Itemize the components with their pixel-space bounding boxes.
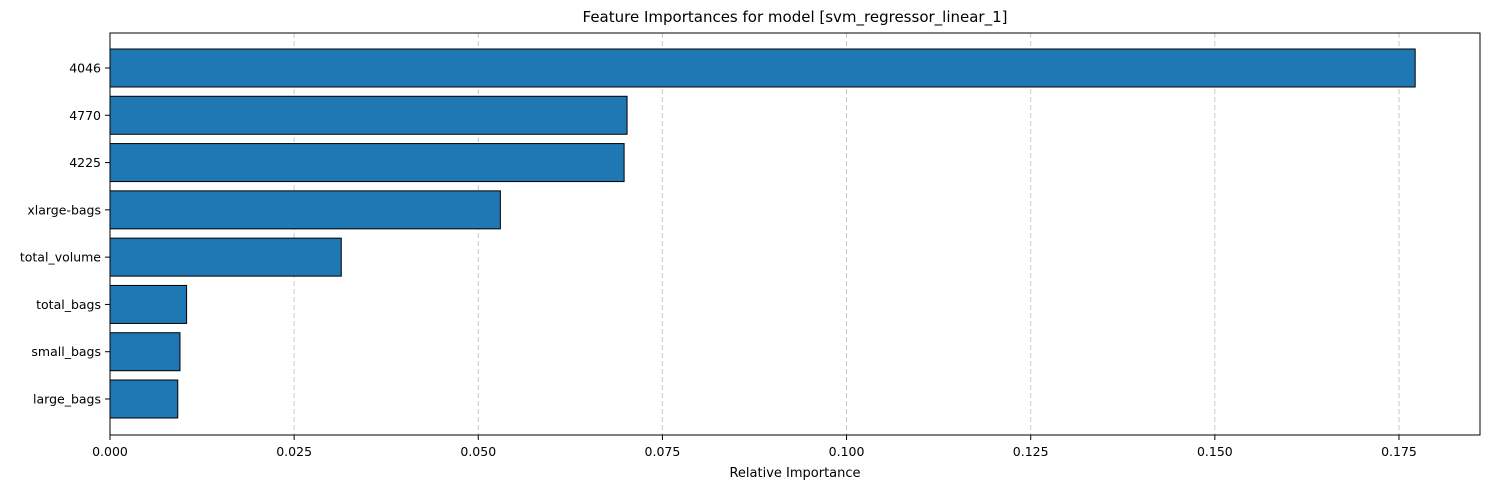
x-tick-label: 0.050 — [460, 444, 496, 459]
bar-total_volume — [109, 237, 342, 277]
y-ticks-layer: 4046 4770 4225 xlarge-bags total_volumetotal… — [20, 61, 110, 407]
plot-frame — [109, 32, 1481, 436]
x-tick-label: 0.000 — [92, 444, 128, 459]
chart-title: Feature Importances for model [svm_regre… — [583, 8, 1008, 27]
y-tick-label: total_volume — [20, 250, 101, 265]
y-tick-label: small_bags — [31, 344, 101, 359]
y-tick-label: 4770 — [69, 108, 101, 123]
x-tick-label: 0.075 — [645, 444, 681, 459]
bar-small_bags — [109, 332, 181, 372]
bar-large_bags — [109, 379, 179, 419]
x-tick-label: 0.025 — [276, 444, 312, 459]
bar-4225 — [109, 143, 625, 183]
bar-xlarge-bags — [109, 190, 501, 230]
x-tick-label: 0.125 — [1013, 444, 1049, 459]
bar-4770 — [109, 95, 628, 135]
x-tick-label: 0.100 — [829, 444, 865, 459]
y-tick-label: 4225 — [69, 155, 101, 170]
x-ticks-layer: 0.000 0.025 0.050 0.075 0.100 0.125 0.150 0.175 — [92, 435, 1417, 459]
x-tick-label: 0.175 — [1381, 444, 1417, 459]
y-tick-label: 4046 — [69, 61, 101, 76]
bar-4046 — [109, 48, 1416, 88]
bar-total_bags — [109, 284, 188, 324]
bars-layer — [109, 48, 1416, 419]
y-tick-label: xlarge-bags — [27, 202, 101, 217]
x-tick-label: 0.150 — [1197, 444, 1233, 459]
x-axis-label: Relative Importance — [729, 466, 860, 481]
y-tick-label: total_bags — [36, 297, 101, 312]
y-tick-label: large_bags — [33, 392, 101, 407]
